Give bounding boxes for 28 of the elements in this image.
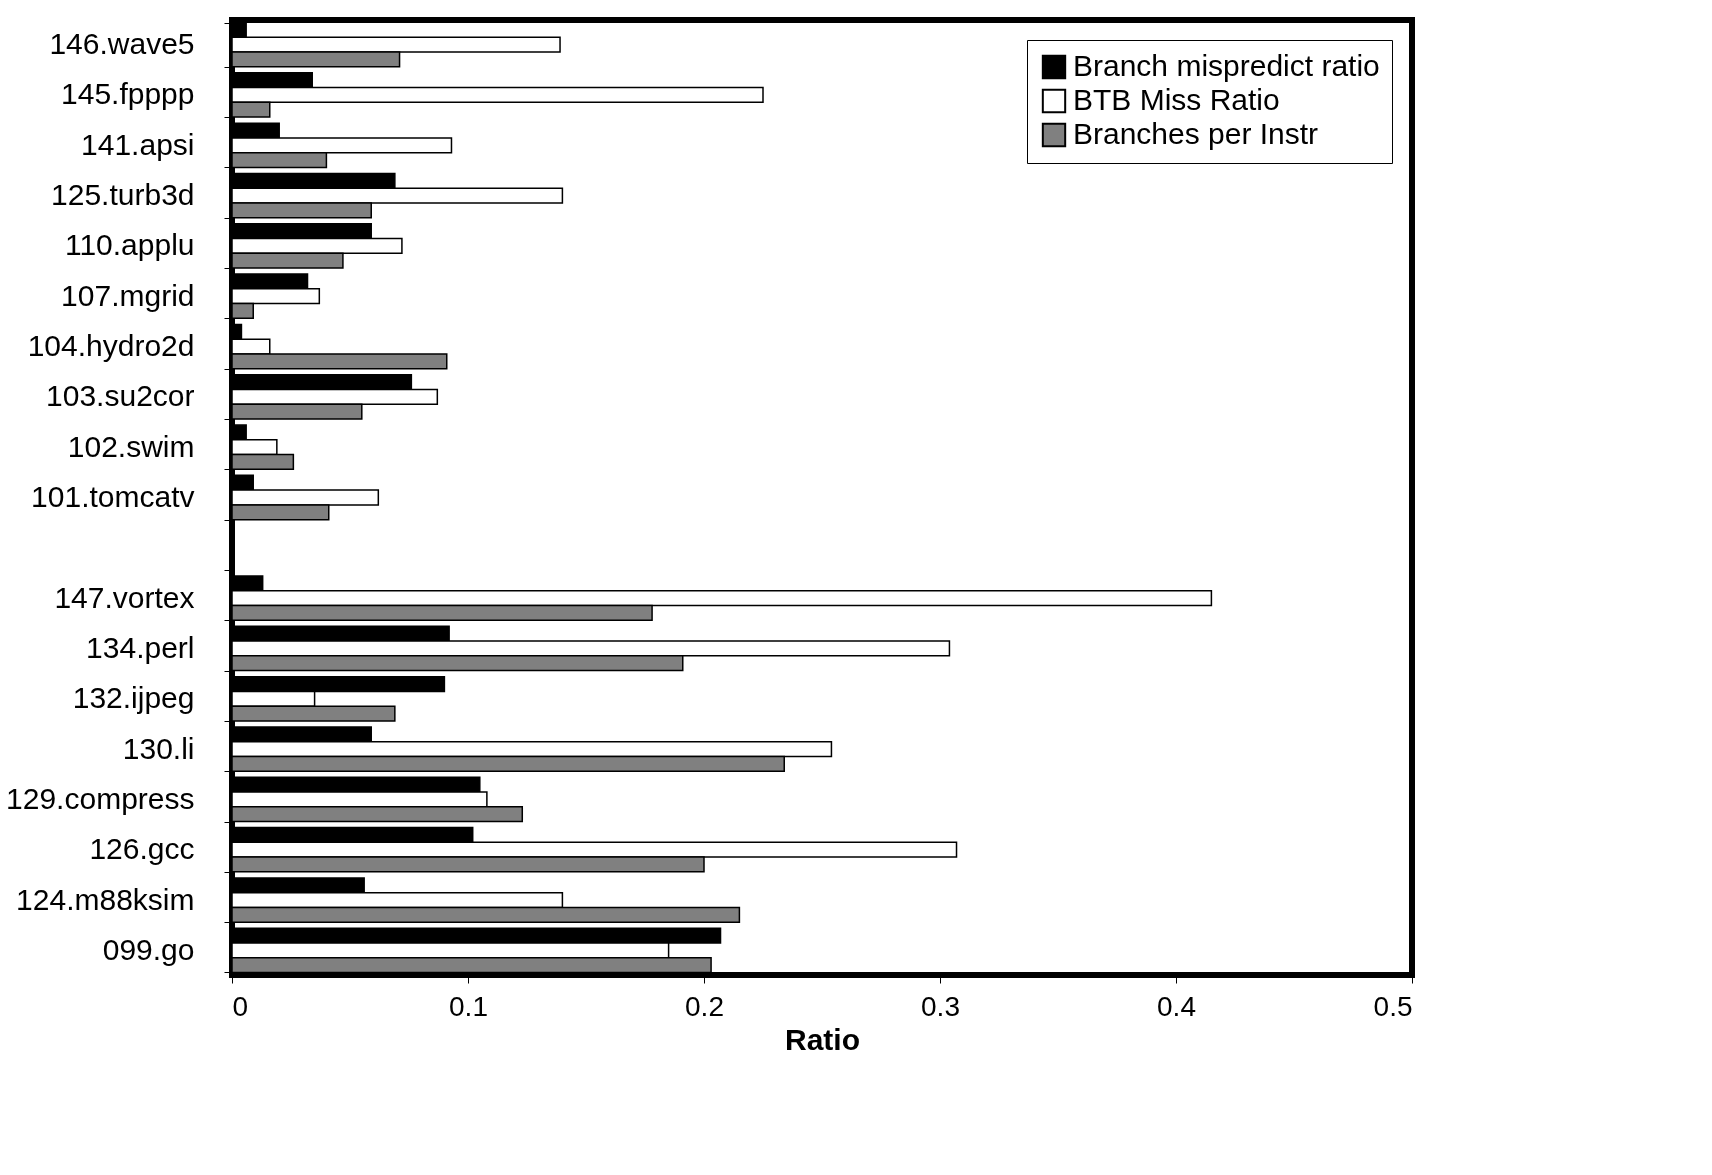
y-tick-label: 141.apsi bbox=[81, 127, 195, 161]
y-tick-label: 130.li bbox=[122, 731, 195, 765]
legend-label: BTB Miss Ratio bbox=[1073, 83, 1280, 116]
x-tick-label: 0 bbox=[232, 990, 249, 1022]
x-tick-label: 0.2 bbox=[685, 990, 724, 1022]
legend-label: Branches per Instr bbox=[1073, 117, 1319, 150]
x-axis-title: Ratio bbox=[785, 1022, 860, 1056]
x-tick-label: 0.3 bbox=[921, 990, 960, 1022]
legend-label: Branch mispredict ratio bbox=[1073, 49, 1380, 82]
y-tick-label: 107.mgrid bbox=[61, 278, 195, 312]
y-tick-label: 104.hydro2d bbox=[27, 329, 195, 363]
y-tick-label: 147.vortex bbox=[54, 580, 195, 614]
y-tick-label: 126.gcc bbox=[89, 832, 195, 866]
y-tick-label: 124.m88ksim bbox=[16, 882, 195, 916]
y-tick-label: 103.su2cor bbox=[46, 379, 195, 413]
y-tick-label: 125.turb3d bbox=[51, 178, 195, 212]
y-tick-label: 099.go bbox=[102, 932, 195, 966]
y-tick-label: 146.wave5 bbox=[49, 27, 195, 61]
y-tick-label: 101.tomcatv bbox=[31, 480, 195, 513]
x-tick-label: 0.5 bbox=[1373, 990, 1413, 1022]
x-tick-label: 0.4 bbox=[1157, 990, 1196, 1022]
y-tick-label: 102.swim bbox=[67, 429, 195, 463]
y-tick-label: 134.perl bbox=[86, 630, 195, 664]
y-tick-label: 129.compress bbox=[6, 781, 195, 815]
x-tick-label: 0.1 bbox=[449, 990, 488, 1022]
y-tick-label: 110.applu bbox=[64, 228, 195, 262]
y-tick-label: 145.fpppp bbox=[61, 77, 195, 111]
y-tick-label: 132.ijpeg bbox=[72, 681, 195, 715]
